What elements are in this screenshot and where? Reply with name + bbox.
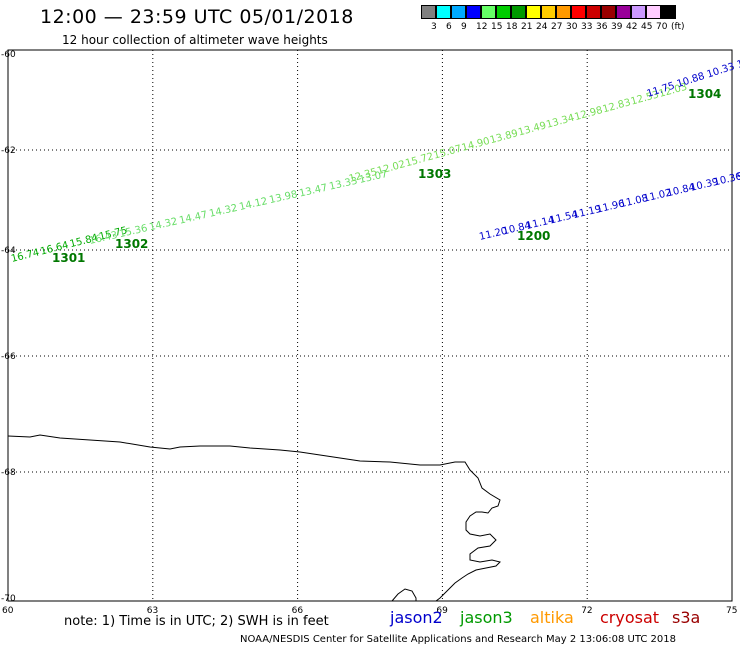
longitude-tick-label: 66 <box>292 606 304 616</box>
legend-label: 27 <box>551 22 563 32</box>
legend-label: 36 <box>596 22 608 32</box>
legend-swatch <box>541 5 556 19</box>
legend-label: 9 <box>461 22 467 32</box>
latitude-tick-label: -60 <box>1 50 16 60</box>
legend-label: 42 <box>626 22 638 32</box>
page-subtitle: 12 hour collection of altimeter wave hei… <box>62 33 328 47</box>
wave-height-value: 12.83 <box>601 97 632 115</box>
legend-swatch <box>496 5 511 19</box>
satellite-label: jason3 <box>460 608 513 627</box>
legend-swatch <box>661 5 676 19</box>
legend-swatch <box>466 5 481 19</box>
legend-label: 21 <box>521 22 533 32</box>
coastline-fragment <box>391 588 417 602</box>
legend-swatch <box>616 5 631 19</box>
satellite-label: s3a <box>672 608 701 627</box>
legend-swatch <box>451 5 466 19</box>
satellite-label: cryosat <box>600 608 660 627</box>
longitude-tick-label: 72 <box>581 606 592 616</box>
legend-swatch <box>511 5 526 19</box>
longitude-tick-label: 75 <box>726 606 737 616</box>
pass-time-label: 1302 <box>115 237 148 251</box>
pass-time-label: 1304 <box>688 87 721 101</box>
legend-swatch <box>631 5 646 19</box>
wave-height-value: 13.47 <box>298 182 328 199</box>
legend-swatch <box>421 5 436 19</box>
legend-swatch <box>586 5 601 19</box>
legend-swatch <box>571 5 586 19</box>
wave-height-value: 13.98 <box>268 189 298 206</box>
legend-label: 70 <box>656 22 668 32</box>
wave-height-value: 12.02 <box>376 159 407 177</box>
wave-height-value: 12.98 <box>573 105 604 123</box>
legend-label: 30 <box>566 22 578 32</box>
legend-label: 33 <box>581 22 593 32</box>
wave-height-value: 13.34 <box>545 113 576 131</box>
wave-height-value: 13.49 <box>517 120 548 138</box>
antarctic-coastline <box>7 434 501 602</box>
color-legend-labels: 3 6 9 12 15 18 21 24 27 30 33 36 39 42 45 70 (ft) <box>421 22 740 36</box>
map-grid <box>8 50 732 601</box>
wave-height-value: 10.51 <box>736 52 740 71</box>
map-frame <box>7 49 733 602</box>
latitude-tick-label: -68 <box>1 468 16 478</box>
legend-swatch <box>601 5 616 19</box>
latitude-tick-label: -70 <box>1 594 16 604</box>
satellite-label: jason2 <box>390 608 443 627</box>
latitude-tick-label: -62 <box>1 146 16 156</box>
satellite-label: altika <box>530 608 574 627</box>
legend-label: 12 <box>476 22 488 32</box>
legend-swatch <box>481 5 496 19</box>
legend-swatch <box>526 5 541 19</box>
wave-height-value: 14.12 <box>238 196 268 213</box>
latitude-tick-label: -66 <box>1 352 16 362</box>
wave-height-value: 9.81 <box>736 167 740 183</box>
legend-swatch <box>646 5 661 19</box>
pass-time-label: 1301 <box>52 251 85 265</box>
footer-note: note: 1) Time is in UTC; 2) SWH is in fe… <box>64 614 329 629</box>
longitude-tick-label: 69 <box>436 606 448 616</box>
latitude-tick-label: -64 <box>1 246 16 256</box>
pass-time-label: 1303 <box>418 167 451 181</box>
wave-height-value: 14.90 <box>461 136 492 154</box>
wave-height-value: 13.89 <box>489 128 520 146</box>
legend-label: 45 <box>641 22 653 32</box>
credit-line: NOAA/NESDIS Center for Satellite Applica… <box>240 634 676 645</box>
legend-swatch <box>436 5 451 19</box>
legend-label: 24 <box>536 22 548 32</box>
wave-height-value: 14.32 <box>208 203 238 220</box>
wave-height-value: 15.07 <box>432 144 463 162</box>
legend-label: 18 <box>506 22 518 32</box>
legend-label: 6 <box>446 22 452 32</box>
legend-swatch <box>556 5 571 19</box>
page-title: 12:00 — 23:59 UTC 05/01/2018 <box>40 6 354 28</box>
legend-label: (ft) <box>671 22 685 32</box>
legend-label: 3 <box>431 22 437 32</box>
pass-time-label: 1200 <box>517 229 550 243</box>
wave-height-value: 14.47 <box>178 210 208 227</box>
wave-height-value: 10.36 <box>713 171 740 188</box>
longitude-tick-label: 60 <box>2 606 14 616</box>
legend-label: 39 <box>611 22 623 32</box>
legend-label: 15 <box>491 22 503 32</box>
color-legend <box>421 5 676 19</box>
longitude-tick-label: 63 <box>147 606 158 616</box>
axis-ticks: 60 63 66 69 72 75 -60 -62 -64 -66 -68 -70 <box>1 50 737 616</box>
